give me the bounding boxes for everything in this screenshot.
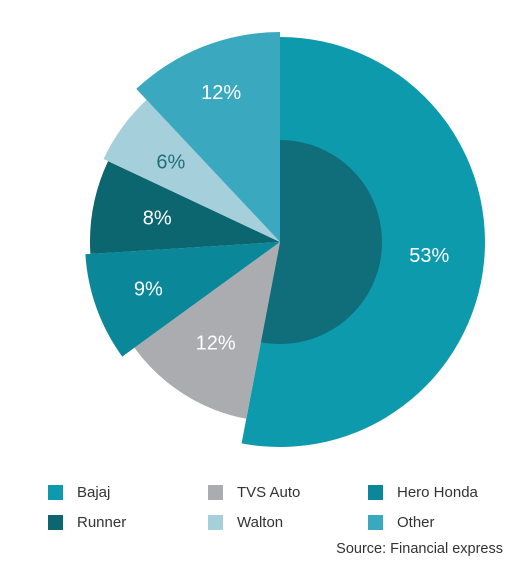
legend-swatch-other <box>368 515 383 530</box>
pie-inner-segment-bajaj <box>260 140 383 344</box>
legend-swatch-bajaj <box>48 485 63 500</box>
legend-label-runner: Runner <box>77 514 127 531</box>
pie-slice-runner <box>89 161 280 254</box>
data-label-walton: 6% <box>156 152 185 174</box>
legend-item-tvs-auto: TVS Auto <box>208 484 300 501</box>
data-label-other: 12% <box>201 82 241 104</box>
data-label-tvs-auto: 12% <box>196 332 236 354</box>
legend-item-bajaj: Bajaj <box>48 484 110 501</box>
legend-label-hero-honda: Hero Honda <box>397 484 478 501</box>
pie-slice-other <box>136 32 280 242</box>
legend-swatch-runner <box>48 515 63 530</box>
legend-label-tvs-auto: TVS Auto <box>237 484 301 501</box>
legend-item-walton: Walton <box>208 514 283 531</box>
legend-item-hero-honda: Hero Honda <box>368 484 478 501</box>
data-label-hero-honda: 9% <box>134 278 163 300</box>
legend-label-other: Other <box>397 514 435 531</box>
source-note: Source: Financial express <box>336 541 503 557</box>
pie-chart: 53% 12% 9% 8% 6% 12% <box>85 32 485 447</box>
pie-slice-hero-honda <box>85 242 280 357</box>
legend-swatch-walton <box>208 515 223 530</box>
data-label-runner: 8% <box>143 208 172 230</box>
pie-slice-tvs-auto <box>134 242 280 419</box>
legend-swatch-hero-honda <box>368 485 383 500</box>
legend-label-walton: Walton <box>237 514 284 531</box>
legend-item-other: Other <box>368 514 435 531</box>
legend-label-bajaj: Bajaj <box>77 484 111 501</box>
pie-slice-walton <box>103 99 280 242</box>
legend-swatch-tvs-auto <box>208 485 223 500</box>
legend-item-runner: Runner <box>48 514 126 531</box>
data-label-bajaj: 53% <box>409 245 449 267</box>
